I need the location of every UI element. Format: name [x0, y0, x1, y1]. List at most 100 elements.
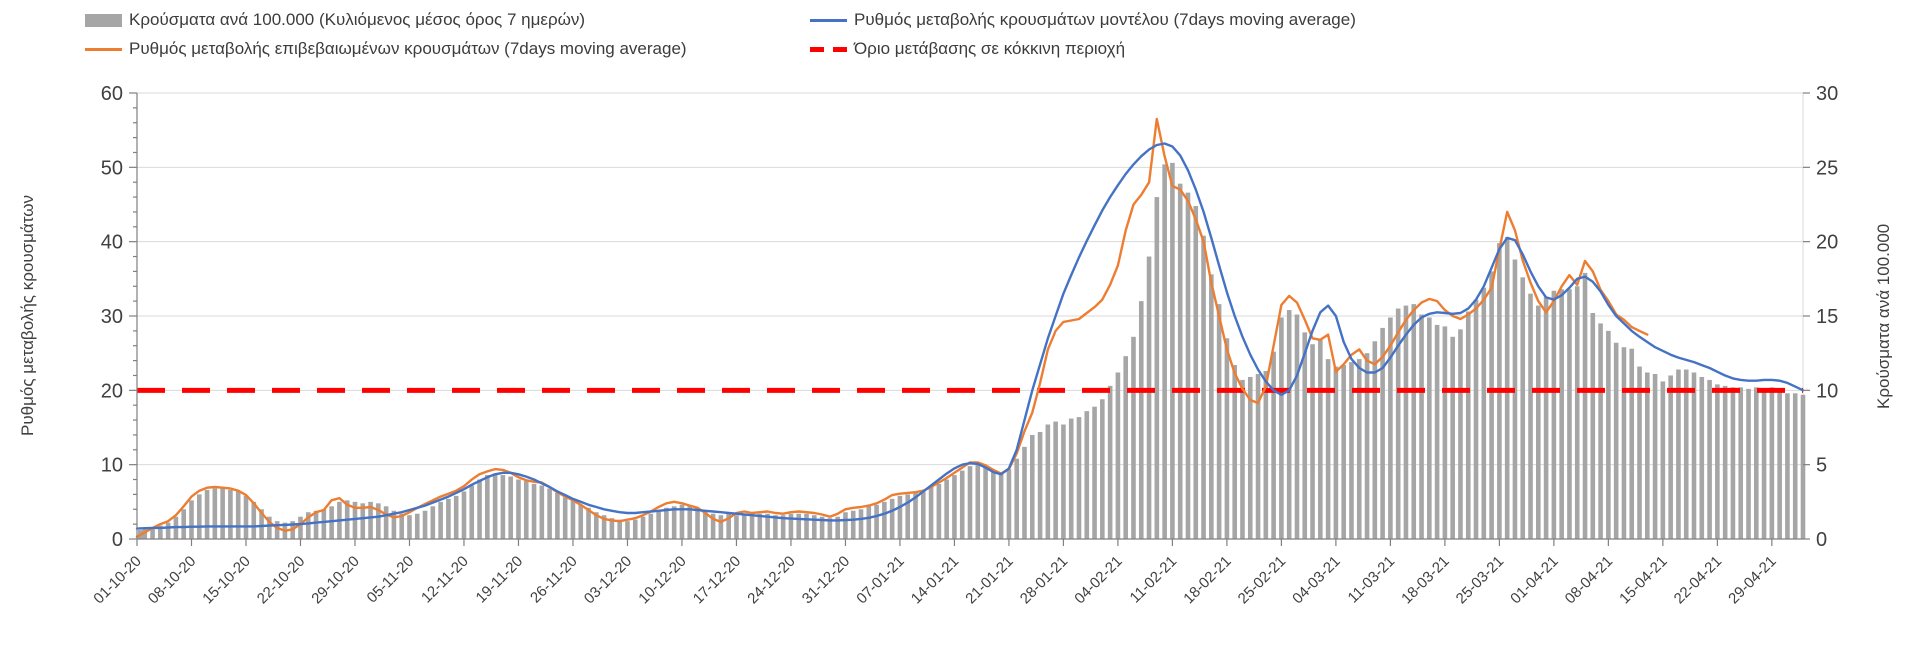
bar — [1053, 421, 1058, 539]
bar — [1567, 289, 1572, 539]
orange-line-swatch-icon — [85, 47, 122, 51]
x-axis-date-label: 25-02-21 — [1235, 553, 1289, 607]
bar — [594, 512, 599, 539]
bar — [1574, 286, 1580, 539]
bar — [376, 503, 381, 539]
bar — [1177, 183, 1183, 540]
bar — [1676, 369, 1681, 539]
bar — [1637, 366, 1642, 539]
bar — [905, 494, 911, 539]
x-axis-date-label: 04-02-21 — [1071, 553, 1125, 607]
bar — [142, 528, 148, 539]
bar — [1325, 359, 1331, 539]
bar — [251, 501, 257, 539]
bar — [726, 513, 731, 539]
bar — [882, 501, 887, 539]
bar — [516, 479, 521, 539]
bar — [1310, 344, 1315, 539]
bar — [391, 510, 397, 539]
bar — [1403, 305, 1409, 539]
bar — [1076, 417, 1082, 539]
bar — [399, 513, 404, 539]
bar — [991, 470, 996, 539]
x-axis-date-label: 12-11-20 — [418, 553, 472, 607]
left-axis-tick-label: 50 — [101, 157, 123, 179]
bar — [1613, 342, 1619, 539]
bar — [1318, 339, 1323, 539]
x-axis-date-label: 11-02-21 — [1127, 553, 1181, 607]
bar — [1450, 336, 1455, 539]
bar — [1730, 387, 1736, 539]
bar — [274, 521, 280, 539]
bar — [1170, 162, 1175, 539]
bar — [1201, 235, 1206, 539]
bar — [321, 509, 327, 539]
bar — [1271, 351, 1276, 539]
bar — [1761, 388, 1767, 539]
x-axis-date-label: 22-04-21 — [1671, 553, 1725, 607]
right-axis-tick-label: 10 — [1816, 380, 1838, 402]
bar — [1216, 304, 1222, 539]
bar — [617, 519, 622, 539]
x-axis-date-label: 15-04-21 — [1616, 553, 1670, 607]
bar — [1800, 394, 1806, 539]
bar — [1388, 317, 1393, 539]
bar — [695, 507, 700, 539]
bar — [220, 488, 225, 539]
x-axis-date-label: 03-12-20 — [581, 553, 635, 607]
bar — [718, 515, 724, 539]
bar — [562, 497, 568, 539]
bar — [734, 515, 739, 539]
bar — [765, 513, 770, 539]
bar — [1146, 256, 1152, 539]
bar — [1349, 362, 1354, 539]
x-axis-date-label: 26-11-20 — [527, 553, 581, 607]
bar — [422, 510, 428, 539]
x-axis-date-label: 14-01-21 — [908, 553, 962, 607]
right-axis-tick-label: 25 — [1816, 157, 1838, 179]
bar — [555, 492, 560, 539]
bar — [1395, 308, 1401, 539]
right-axis-tick-label: 30 — [1816, 83, 1838, 105]
right-axis-tick-label: 0 — [1816, 529, 1827, 551]
left-axis-tick-label: 40 — [101, 232, 123, 254]
bar — [228, 489, 233, 539]
bar — [687, 506, 693, 539]
bar — [1411, 304, 1417, 539]
bar — [632, 519, 638, 539]
bar — [1419, 314, 1424, 539]
bar — [329, 506, 334, 539]
bar — [1022, 446, 1027, 539]
bar — [1559, 289, 1564, 539]
bar — [998, 472, 1004, 539]
x-axis-date-label: 10-12-20 — [635, 553, 689, 607]
model-rate-line — [135, 142, 1805, 530]
right-axis-tick-label: 15 — [1816, 306, 1838, 328]
bar — [1652, 373, 1658, 539]
bar — [1084, 411, 1090, 539]
bar — [819, 516, 825, 539]
bar — [1442, 326, 1448, 539]
bar — [446, 498, 451, 539]
bar — [1746, 388, 1751, 539]
bar — [1279, 317, 1284, 539]
bar — [1286, 310, 1292, 539]
x-axis-date-label: 29-10-20 — [308, 553, 362, 607]
bar — [843, 512, 848, 539]
bar — [609, 518, 615, 539]
bar — [749, 515, 755, 539]
x-axis-date-label: 18-03-21 — [1398, 553, 1452, 607]
bar — [1707, 379, 1712, 539]
bar — [1185, 192, 1191, 539]
x-axis-date-label: 04-03-21 — [1289, 553, 1343, 607]
bar — [547, 488, 552, 539]
x-axis-date-label: 08-04-21 — [1562, 553, 1616, 607]
x-axis-date-label: 11-03-21 — [1345, 553, 1399, 607]
bar — [531, 483, 537, 539]
bar — [1068, 418, 1074, 539]
x-axis-date-label: 25-03-21 — [1453, 553, 1507, 607]
gray-bar-swatch-icon — [85, 13, 122, 27]
bar — [1107, 385, 1113, 539]
bar — [181, 509, 187, 539]
